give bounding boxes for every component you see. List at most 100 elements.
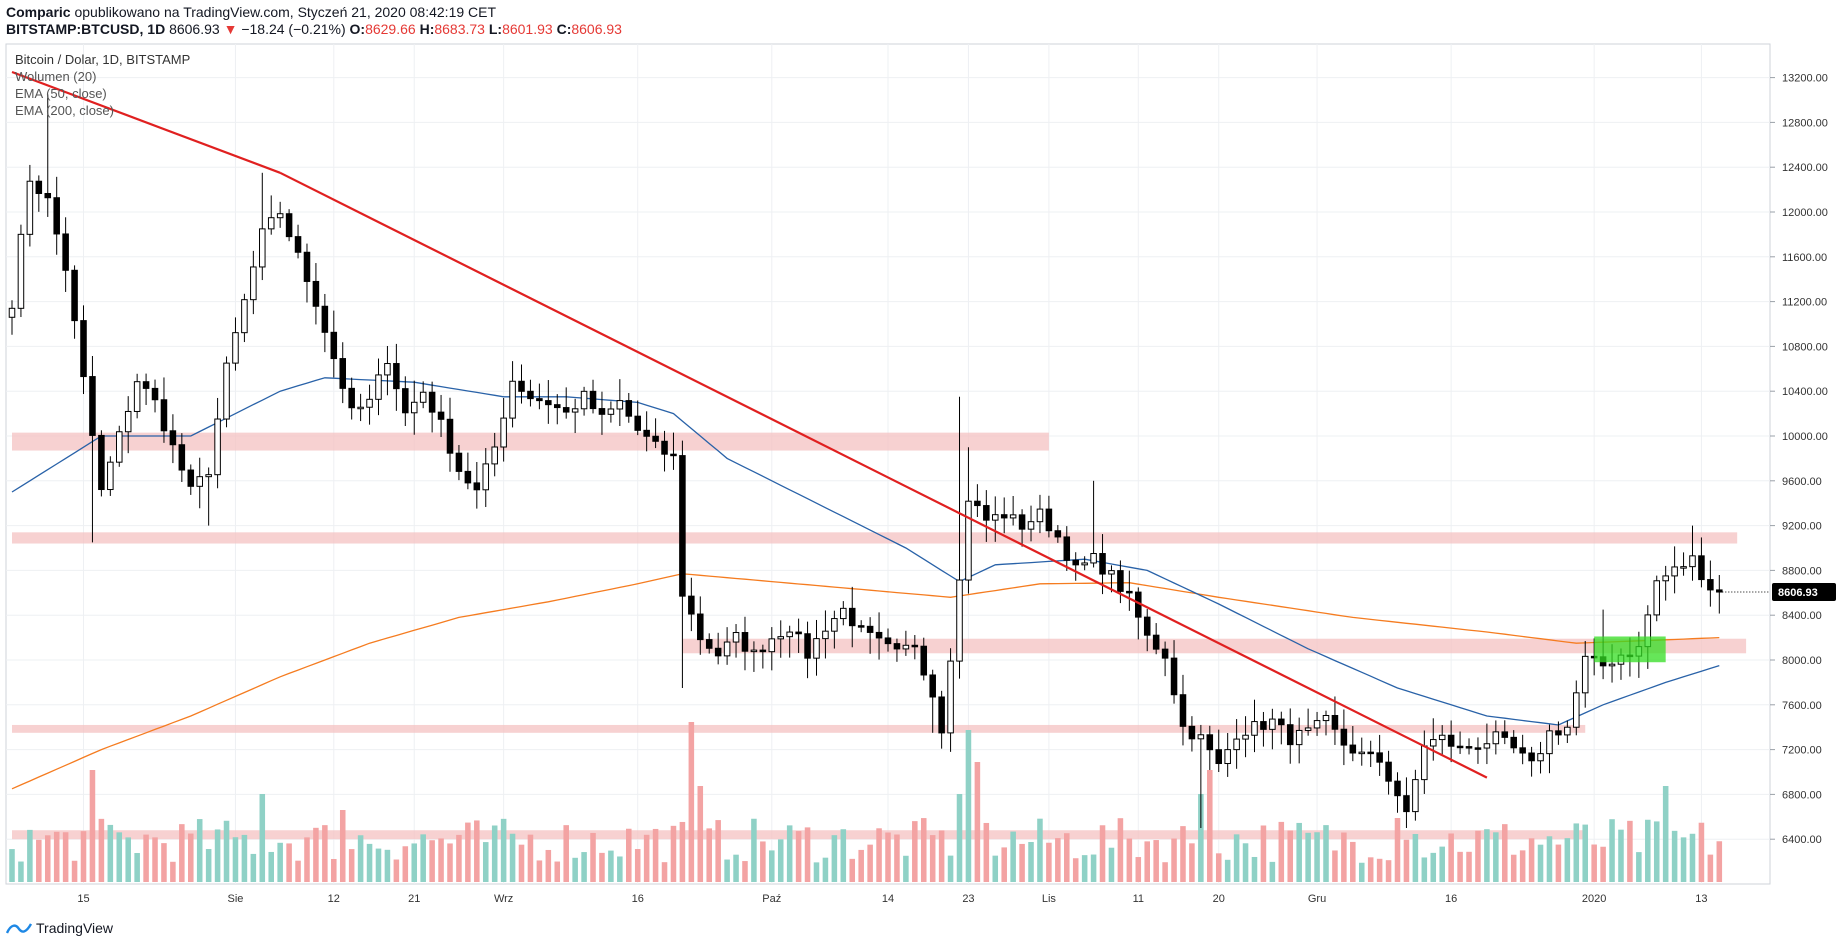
candle-body	[1340, 728, 1348, 746]
volume-bar	[617, 856, 623, 882]
volume-bar	[947, 855, 954, 882]
candle-body	[741, 632, 749, 652]
candle-body	[124, 410, 132, 433]
volume-bar	[313, 827, 319, 882]
tradingview-logo-icon	[6, 923, 32, 934]
legend-symbol[interactable]: Bitcoin / Dolar, 1D, BITSTAMP	[15, 52, 191, 67]
candle-body	[1537, 753, 1544, 762]
candle-body	[938, 696, 945, 734]
volume-bar	[322, 825, 328, 882]
volume-bar	[670, 825, 677, 882]
volume-bar	[804, 827, 811, 882]
legend-ema200[interactable]: EMA (200, close)	[15, 103, 114, 118]
candle-body	[419, 391, 427, 403]
candle-body	[17, 233, 25, 309]
volume-bar	[1153, 840, 1159, 882]
candle-body	[813, 638, 820, 659]
candle-body	[1546, 730, 1553, 755]
volume-bar	[286, 843, 292, 882]
volume-bar	[742, 861, 748, 882]
volume-bar	[813, 862, 820, 882]
volume-bar	[509, 833, 516, 882]
candle-body	[857, 625, 865, 628]
x-tick-label: Wrz	[494, 893, 513, 905]
trendlines	[11, 70, 1488, 779]
candle-body	[1403, 795, 1410, 813]
volume-bar	[858, 849, 864, 882]
y-tick-label: 10000.00	[1782, 431, 1828, 443]
candle-body	[777, 636, 785, 640]
candle-body	[1269, 718, 1276, 730]
volume-bar	[420, 834, 426, 882]
volume-bar	[339, 810, 346, 882]
volume-bar	[1028, 842, 1034, 882]
volume-bar	[1502, 824, 1508, 882]
volume-bar	[1528, 838, 1535, 882]
candle-body	[705, 639, 713, 649]
candle-body	[1662, 575, 1669, 582]
volume-bar	[429, 840, 435, 882]
footer-brand[interactable]: TradingView	[6, 920, 113, 936]
candle-body	[589, 390, 597, 410]
candle-body	[26, 180, 34, 235]
candle-body	[679, 455, 686, 597]
candle-body	[437, 411, 445, 420]
volume-bar	[1645, 819, 1651, 882]
price-chart[interactable]: 6400.00 6800.00 7200.00 7600.00 8000.00 8400.…	[0, 0, 1840, 912]
volume-bar	[1358, 862, 1365, 882]
volume-bar	[393, 859, 400, 882]
grid-lines	[6, 44, 1770, 884]
volume-bar	[447, 843, 453, 882]
volume-bar	[822, 857, 829, 882]
volume-bar	[125, 837, 131, 882]
candle-body	[267, 217, 275, 230]
candle-body	[840, 607, 847, 620]
volume-bar	[706, 828, 712, 882]
candle-body	[1170, 657, 1178, 696]
x-tick-label: 16	[1445, 893, 1457, 905]
published-text: opublikowano na TradingView.com, Styczeń…	[74, 4, 497, 20]
x-tick-label: 16	[632, 893, 644, 905]
candle-body	[312, 280, 320, 307]
candle-body	[196, 476, 203, 487]
candle-body	[107, 461, 114, 491]
legend-volume[interactable]: Wolumen (20)	[15, 69, 97, 84]
low-value: 8601.93	[502, 21, 553, 37]
legend-ema50[interactable]: EMA (50, close)	[15, 86, 107, 101]
open-value: 8629.66	[365, 21, 416, 37]
candle-body	[1501, 731, 1509, 738]
candle-body	[1608, 663, 1616, 667]
candle-body	[348, 387, 355, 409]
y-tick-label: 12800.00	[1782, 117, 1828, 129]
volume-bar	[1555, 844, 1562, 882]
volume-bar	[599, 852, 605, 882]
candle-body	[1465, 746, 1473, 749]
volume-bar	[259, 794, 266, 882]
volume-bar	[1242, 843, 1249, 882]
volume-bar	[527, 834, 534, 882]
volume-bar	[1135, 857, 1142, 882]
volume-bar	[1680, 837, 1687, 882]
volume-bar	[1278, 821, 1285, 882]
volume-bar	[71, 860, 78, 882]
candle-body	[1072, 559, 1079, 566]
y-tick-label: 9600.00	[1782, 476, 1822, 488]
time-axis[interactable]: 15 Sie 12 21 Wrz 16 Paź 14 23 Lis 11 20 Gru 16 2020 13	[77, 893, 1707, 905]
candle-body	[1581, 655, 1589, 694]
volume-bar	[903, 855, 909, 882]
candle-body	[393, 363, 400, 390]
candle-body	[491, 446, 498, 465]
volume-bar	[143, 834, 149, 882]
candle-body	[1671, 566, 1678, 577]
volume-bar	[929, 835, 936, 882]
candle-body	[983, 505, 990, 521]
candle-body	[160, 399, 168, 432]
volume-bar	[1323, 825, 1329, 882]
volume-bar	[894, 834, 900, 882]
candle-body	[714, 647, 722, 657]
volume-bar	[777, 839, 784, 882]
volume-bar	[1251, 856, 1258, 882]
volume-bar	[491, 825, 498, 882]
price-axis[interactable]: 6400.00 6800.00 7200.00 7600.00 8000.00 8400.…	[1719, 73, 1836, 847]
last-price: 8606.93	[169, 21, 220, 37]
